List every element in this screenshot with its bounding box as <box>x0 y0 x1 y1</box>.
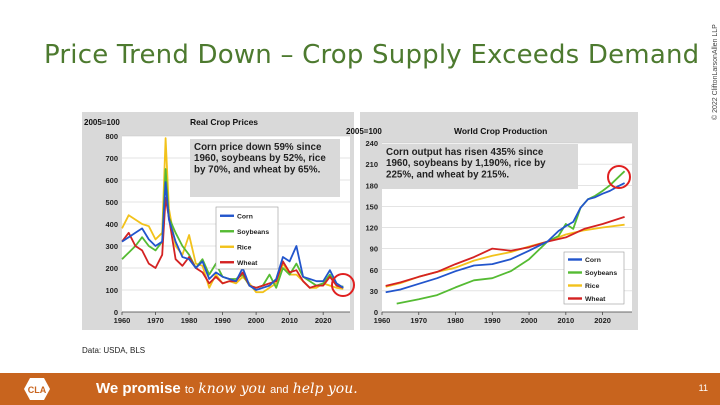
annotation-box <box>190 139 340 197</box>
y-tick-label: 30 <box>370 287 378 296</box>
annotation-box <box>382 144 578 189</box>
y-tick-label: 600 <box>105 176 118 185</box>
y-axis-label: 2005=100 <box>346 127 382 136</box>
series-line-corn <box>121 181 344 291</box>
y-tick-label: 0 <box>114 308 118 317</box>
x-tick-label: 1970 <box>410 316 427 325</box>
annotation-line: Corn price down 59% since <box>194 142 322 153</box>
legend-label-corn: Corn <box>237 213 253 220</box>
chart-title: World Crop Production <box>454 126 547 136</box>
annotation-line: 225%, and wheat by 215%. <box>386 169 509 180</box>
series-line-soybeans <box>396 170 626 305</box>
annotation-line: Corn output has risen 435% since <box>386 147 544 158</box>
x-tick-label: 1960 <box>114 316 131 325</box>
y-tick-label: 120 <box>365 224 378 233</box>
annotation-text: Corn output has risen 435% since 1960, so… <box>386 147 546 180</box>
x-tick-label: 1980 <box>181 316 198 325</box>
x-tick-label: 2010 <box>281 316 298 325</box>
annotation-line: 1960, soybeans by 52%, rice <box>194 153 326 164</box>
x-tick-label: 2000 <box>248 316 265 325</box>
highlight-circle <box>607 165 631 189</box>
legend-label-wheat: Wheat <box>237 260 258 267</box>
legend-label-soybeans: Soybeans <box>585 270 617 277</box>
legend-label-rice: Rice <box>237 244 252 251</box>
x-tick-label: 1980 <box>447 316 464 325</box>
y-tick-label: 500 <box>105 198 118 207</box>
y-tick-label: 800 <box>105 132 118 141</box>
tagline: We promise to know you and help you. <box>96 380 358 397</box>
y-tick-label: 240 <box>365 139 378 148</box>
tagline-know-you: know you <box>198 381 266 397</box>
y-tick-label: 400 <box>105 220 118 229</box>
annotation-text: Corn price down 59% since 1960, soybeans … <box>194 142 326 175</box>
chart-panel-1: 0 100 200 300 400 500 600 700 800 1960 1970 1980 199… <box>82 112 355 330</box>
legend-label-wheat: Wheat <box>585 296 606 303</box>
y-tick-label: 210 <box>365 160 378 169</box>
annotation-line: 1960, soybeans by 1,190%, rice by <box>386 158 546 169</box>
copyright-text: © 2022 CliftonLarsonAllen LLP <box>712 24 719 120</box>
y-axis-label: 2005=100 <box>84 118 120 127</box>
y-tick-label: 200 <box>105 264 118 273</box>
annotation-line: by 70%, and wheat by 65%. <box>194 164 321 175</box>
tagline-to: to <box>184 384 195 396</box>
highlight-circle <box>331 273 355 297</box>
chart-title: Real Crop Prices <box>190 117 258 127</box>
tagline-we-promise: We promise <box>96 380 181 397</box>
y-tick-label: 180 <box>365 181 378 190</box>
x-tick-label: 2000 <box>521 316 538 325</box>
legend-label-corn: Corn <box>585 257 601 264</box>
data-source: Data: USDA, BLS <box>82 346 146 355</box>
x-tick-label: 2010 <box>557 316 574 325</box>
page-number: 11 <box>698 383 708 393</box>
legend-label-rice: Rice <box>585 283 600 290</box>
y-tick-label: 100 <box>105 286 118 295</box>
footer-bar: CLA We promise to know you and help you.… <box>0 373 720 405</box>
x-tick-label: 2020 <box>315 316 332 325</box>
y-tick-label: 90 <box>370 245 378 254</box>
x-tick-label: 1990 <box>484 316 501 325</box>
series-line-wheat <box>385 216 625 287</box>
chart-figure: 0 100 200 300 400 500 600 700 800 1960 1970 1980 199… <box>82 112 638 348</box>
x-tick-label: 1960 <box>374 316 391 325</box>
y-tick-label: 60 <box>370 266 378 275</box>
y-tick-label: 150 <box>365 202 378 211</box>
legend-label-soybeans: Soybeans <box>237 229 269 236</box>
x-tick-label: 2020 <box>594 316 611 325</box>
tagline-and: and <box>270 384 289 396</box>
copyright-notice: © 2022 CliftonLarsonAllen LLP <box>702 10 719 130</box>
cla-logo-icon: CLA <box>24 378 50 400</box>
x-tick-label: 1990 <box>214 316 231 325</box>
y-tick-label: 300 <box>105 242 118 251</box>
y-tick-label: 0 <box>374 308 378 317</box>
x-tick-label: 1970 <box>147 316 164 325</box>
tagline-help-you: help you. <box>292 381 358 397</box>
series-line-corn <box>385 182 625 294</box>
logo-text: CLA <box>28 385 47 395</box>
series-line-wheat <box>121 196 344 289</box>
slide-title: Price Trend Down – Crop Supply Exceeds D… <box>44 40 700 70</box>
chart-panel-2: 0 30 60 90 120 150 180 210 240 1960 1970 1980 1990 20… <box>346 112 638 330</box>
y-tick-label: 700 <box>105 154 118 163</box>
legend-box <box>215 206 279 270</box>
